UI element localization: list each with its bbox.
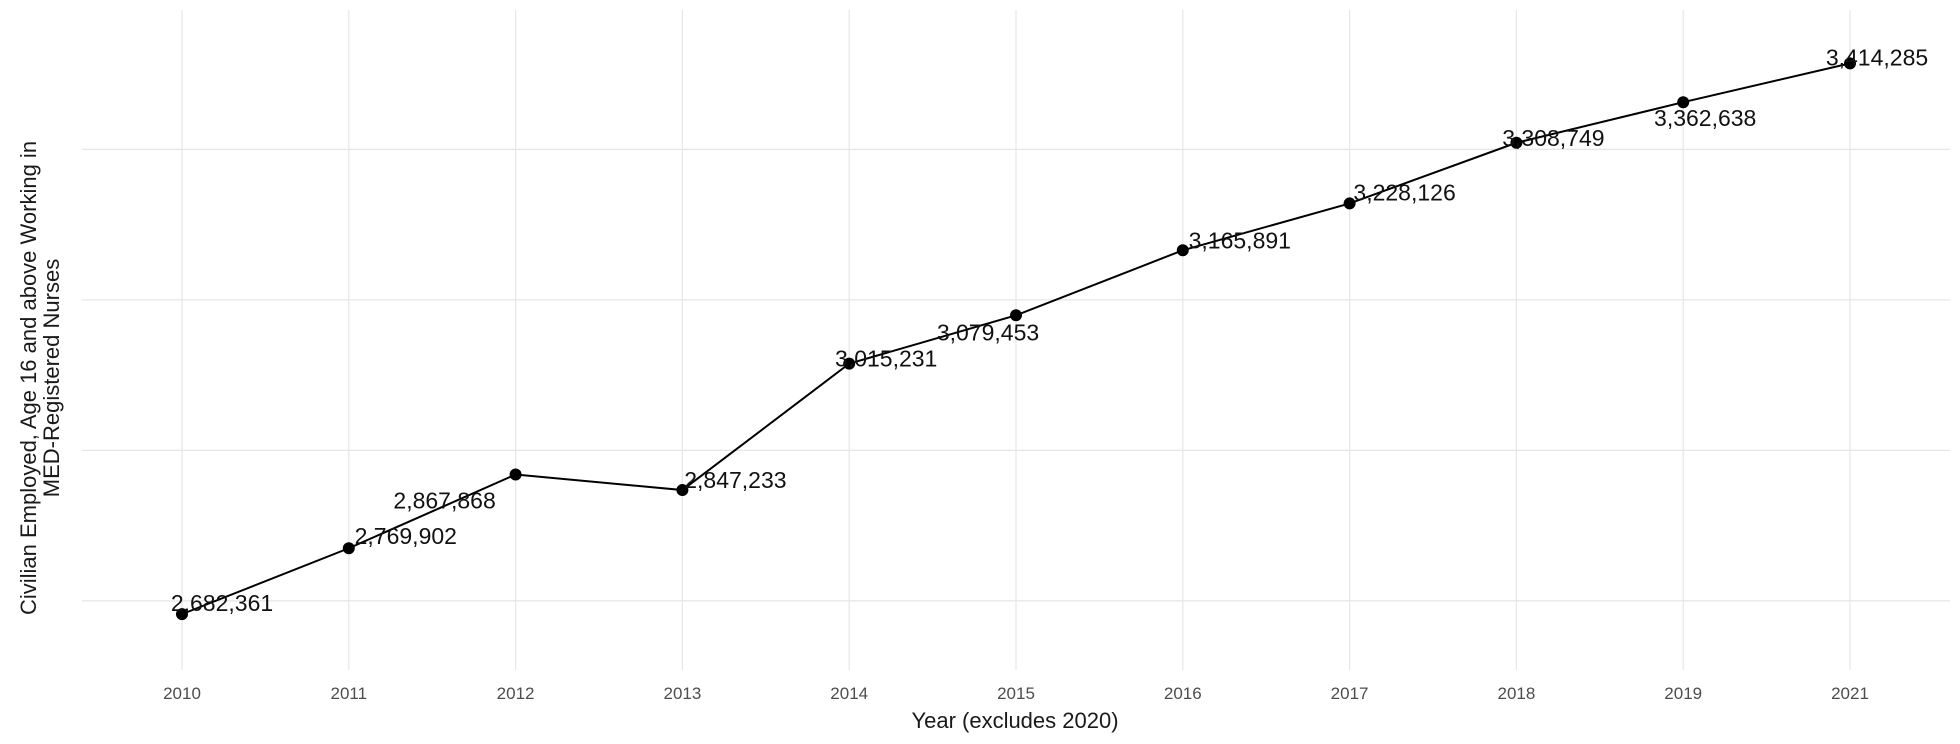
data-labels: 2,682,361 2,769,902 2,867,868 2,847,233 3,01… bbox=[171, 44, 1928, 616]
data-point bbox=[1844, 57, 1856, 70]
x-tick-label: 2010 bbox=[163, 684, 201, 703]
data-label: 2,847,233 bbox=[684, 467, 786, 493]
data-point bbox=[1343, 197, 1356, 210]
data-label: 2,682,361 bbox=[171, 590, 273, 616]
data-point bbox=[1010, 309, 1022, 322]
data-point bbox=[1176, 244, 1189, 257]
x-tick-label: 2015 bbox=[997, 684, 1035, 703]
x-tick-label: 2013 bbox=[663, 684, 701, 703]
y-axis-title-line-1: Civilian Employed, Age 16 and above Work… bbox=[16, 141, 41, 615]
data-label: 3,165,891 bbox=[1189, 227, 1291, 253]
data-point bbox=[176, 608, 188, 621]
data-point bbox=[342, 542, 355, 555]
data-point bbox=[676, 484, 689, 497]
x-tick-label: 2012 bbox=[497, 684, 535, 703]
data-label: 3,414,285 bbox=[1826, 44, 1928, 70]
data-label: 2,769,902 bbox=[355, 523, 457, 549]
x-tick-label: 2021 bbox=[1831, 684, 1869, 703]
data-label: 3,015,231 bbox=[835, 346, 937, 372]
data-point bbox=[1677, 96, 1690, 109]
x-tick-labels: 2010 2011 2012 2013 2014 2015 2016 2017 2018 2019… bbox=[163, 684, 1869, 703]
x-axis-title: Year (excludes 2020) bbox=[911, 708, 1118, 733]
data-point bbox=[1510, 136, 1523, 149]
data-label: 2,867,868 bbox=[393, 488, 495, 514]
x-tick-label: 2017 bbox=[1331, 684, 1369, 703]
x-tick-label: 2014 bbox=[830, 684, 868, 703]
data-label: 3,079,453 bbox=[937, 319, 1039, 345]
x-tick-label: 2019 bbox=[1664, 684, 1702, 703]
data-label: 3,228,126 bbox=[1353, 179, 1455, 205]
x-tick-label: 2018 bbox=[1497, 684, 1535, 703]
series-layer bbox=[176, 57, 1856, 621]
y-axis-title: Civilian Employed, Age 16 and above Work… bbox=[16, 141, 64, 615]
y-axis-title-line-2: MED-Registered Nurses bbox=[39, 259, 64, 497]
x-tick-label: 2011 bbox=[331, 684, 368, 703]
data-label: 3,362,638 bbox=[1654, 105, 1756, 131]
data-point bbox=[843, 357, 856, 370]
grid-layer bbox=[82, 10, 1950, 670]
data-point bbox=[509, 468, 522, 481]
x-tick-label: 2016 bbox=[1164, 684, 1202, 703]
data-label: 3,308,749 bbox=[1502, 125, 1604, 151]
